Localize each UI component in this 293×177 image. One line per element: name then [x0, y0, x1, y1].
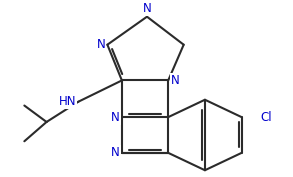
- Text: HN: HN: [59, 95, 76, 108]
- Text: N: N: [111, 146, 120, 159]
- Text: Cl: Cl: [260, 111, 272, 124]
- Text: N: N: [111, 111, 120, 124]
- Text: N: N: [143, 2, 151, 15]
- Text: N: N: [97, 38, 105, 51]
- Text: N: N: [171, 74, 180, 87]
